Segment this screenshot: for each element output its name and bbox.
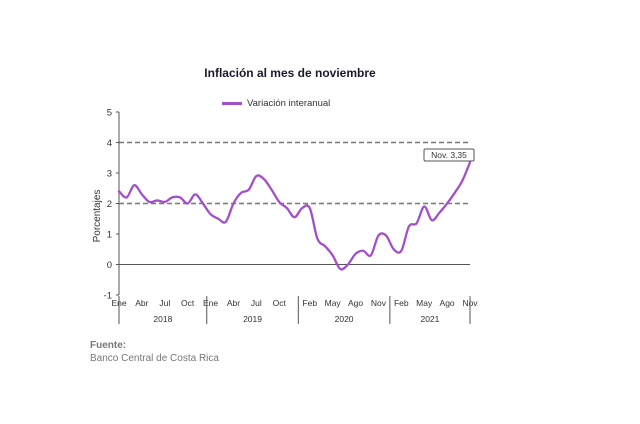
x-tick-label: Feb bbox=[302, 298, 317, 308]
x-tick-label: Ago bbox=[348, 298, 363, 308]
source-text: Banco Central de Costa Rica bbox=[90, 353, 219, 364]
x-tick-label: Ene bbox=[203, 298, 218, 308]
y-ticks: -1 0 1 2 3 4 5 bbox=[104, 108, 119, 302]
chart-title: Inflación al mes de noviembre bbox=[204, 66, 376, 80]
gridlines bbox=[119, 141, 470, 205]
y-tick-label: 2 bbox=[107, 199, 112, 210]
annotation-label: Nov. 3,35 bbox=[431, 150, 467, 160]
series-line-0 bbox=[117, 161, 472, 271]
source-label: Fuente: bbox=[90, 340, 127, 351]
x-tick-label: May bbox=[325, 298, 342, 308]
annotation-group: Nov. 3,35 bbox=[423, 148, 475, 162]
x-tick-label: May bbox=[416, 298, 433, 308]
legend-swatch bbox=[222, 101, 242, 105]
x-tick-label: Jul bbox=[251, 298, 262, 308]
x-tick-label: Feb bbox=[394, 298, 409, 308]
year-label: 2018 bbox=[153, 314, 172, 324]
y-tick-label: -1 bbox=[104, 291, 112, 302]
x-tick-label: Ago bbox=[440, 298, 455, 308]
year-label: 2019 bbox=[243, 314, 262, 324]
year-label: 2021 bbox=[420, 314, 439, 324]
legend-label: Variación interanual bbox=[247, 97, 331, 109]
year-label: 2020 bbox=[335, 314, 354, 324]
x-tick-label: Jul bbox=[159, 298, 170, 308]
y-tick-label: 1 bbox=[107, 230, 112, 241]
annotation-box bbox=[423, 148, 475, 162]
series-group bbox=[117, 161, 472, 271]
y-tick-label: 0 bbox=[107, 260, 112, 271]
y-axis-label: Porcentajes bbox=[92, 190, 103, 243]
legend: Variación interanual bbox=[222, 96, 330, 110]
y-tick-label: 4 bbox=[107, 138, 112, 149]
y-tick-label: 5 bbox=[107, 108, 112, 119]
x-ticks: Ene Abr Jul Oct Ene Abr Jul Oct Feb May Ago Nov Feb M… bbox=[111, 296, 478, 324]
x-tick-label: Abr bbox=[135, 298, 148, 308]
x-tick-label: Oct bbox=[273, 298, 287, 308]
y-tick-label: 3 bbox=[107, 169, 112, 180]
x-tick-label: Abr bbox=[227, 298, 240, 308]
x-tick-label: Oct bbox=[181, 298, 195, 308]
x-tick-label: Nov bbox=[371, 298, 387, 308]
